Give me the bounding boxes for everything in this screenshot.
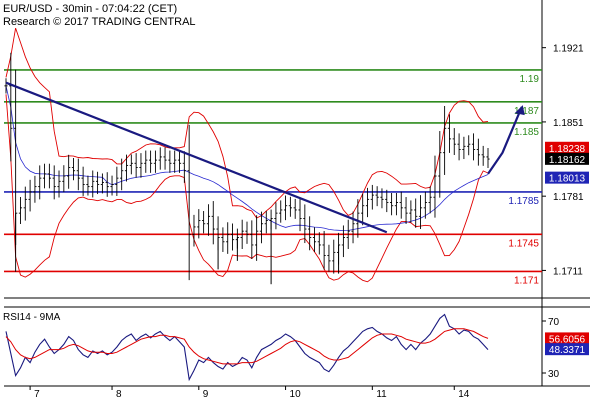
rsi-y-tick-label: 70: [548, 317, 560, 328]
x-tick-label: 7: [34, 389, 40, 400]
level-label: 1.171: [514, 275, 539, 286]
price-box-label: 1.18162: [549, 155, 586, 166]
y-tick-label: 1.1851: [553, 118, 584, 129]
x-tick-label: 10: [290, 389, 302, 400]
bollinger-upper: [5, 27, 489, 219]
level-label: 1.19: [520, 74, 540, 85]
rsi-value-label: 48.3371: [549, 345, 586, 356]
price-panel: 1.1921 1.1851 1.1781 1.1711 1.19 1.187 1.185 1.…: [4, 0, 590, 386]
y-tick-label: 1.1921: [553, 44, 584, 55]
rsi-value-box: [545, 343, 589, 356]
level-label: 1.1745: [508, 238, 539, 249]
price-box: [545, 141, 589, 154]
x-tick-label: 14: [458, 389, 470, 400]
x-tick-label: 11: [376, 389, 387, 400]
y-tick-label: 1.1781: [553, 192, 584, 203]
level-label: 1.185: [514, 127, 539, 138]
price-box-label: 1.18013: [549, 174, 586, 185]
rsi-title: RSI14 - 9MA: [3, 312, 61, 323]
forecast-path: [487, 106, 523, 175]
price-box: [545, 152, 589, 165]
y-tick-label: 1.1711: [553, 266, 583, 277]
rsi-line: [5, 313, 489, 382]
x-tick-label: 8: [116, 389, 122, 400]
forecast-arrow: [514, 105, 525, 116]
trend-line: [5, 81, 388, 234]
price-box-label: 1.18238: [549, 144, 586, 155]
rsi-y-tick-label: 30: [548, 369, 560, 380]
level-label: 1.1785: [508, 196, 539, 207]
rsi-value-box: [545, 332, 589, 345]
chart-title: EUR/USD - 30min - 07:04:22 (CET): [3, 3, 178, 15]
chart-subtitle: Research © 2017 TRADING CENTRAL: [3, 16, 196, 28]
moving-average: [5, 85, 489, 232]
rsi-value-label: 56.6056: [549, 334, 586, 345]
level-label: 1.187: [514, 106, 539, 117]
x-tick-label: 9: [203, 389, 209, 400]
price-box: [545, 171, 589, 184]
rsi-ma-line: [5, 328, 489, 365]
